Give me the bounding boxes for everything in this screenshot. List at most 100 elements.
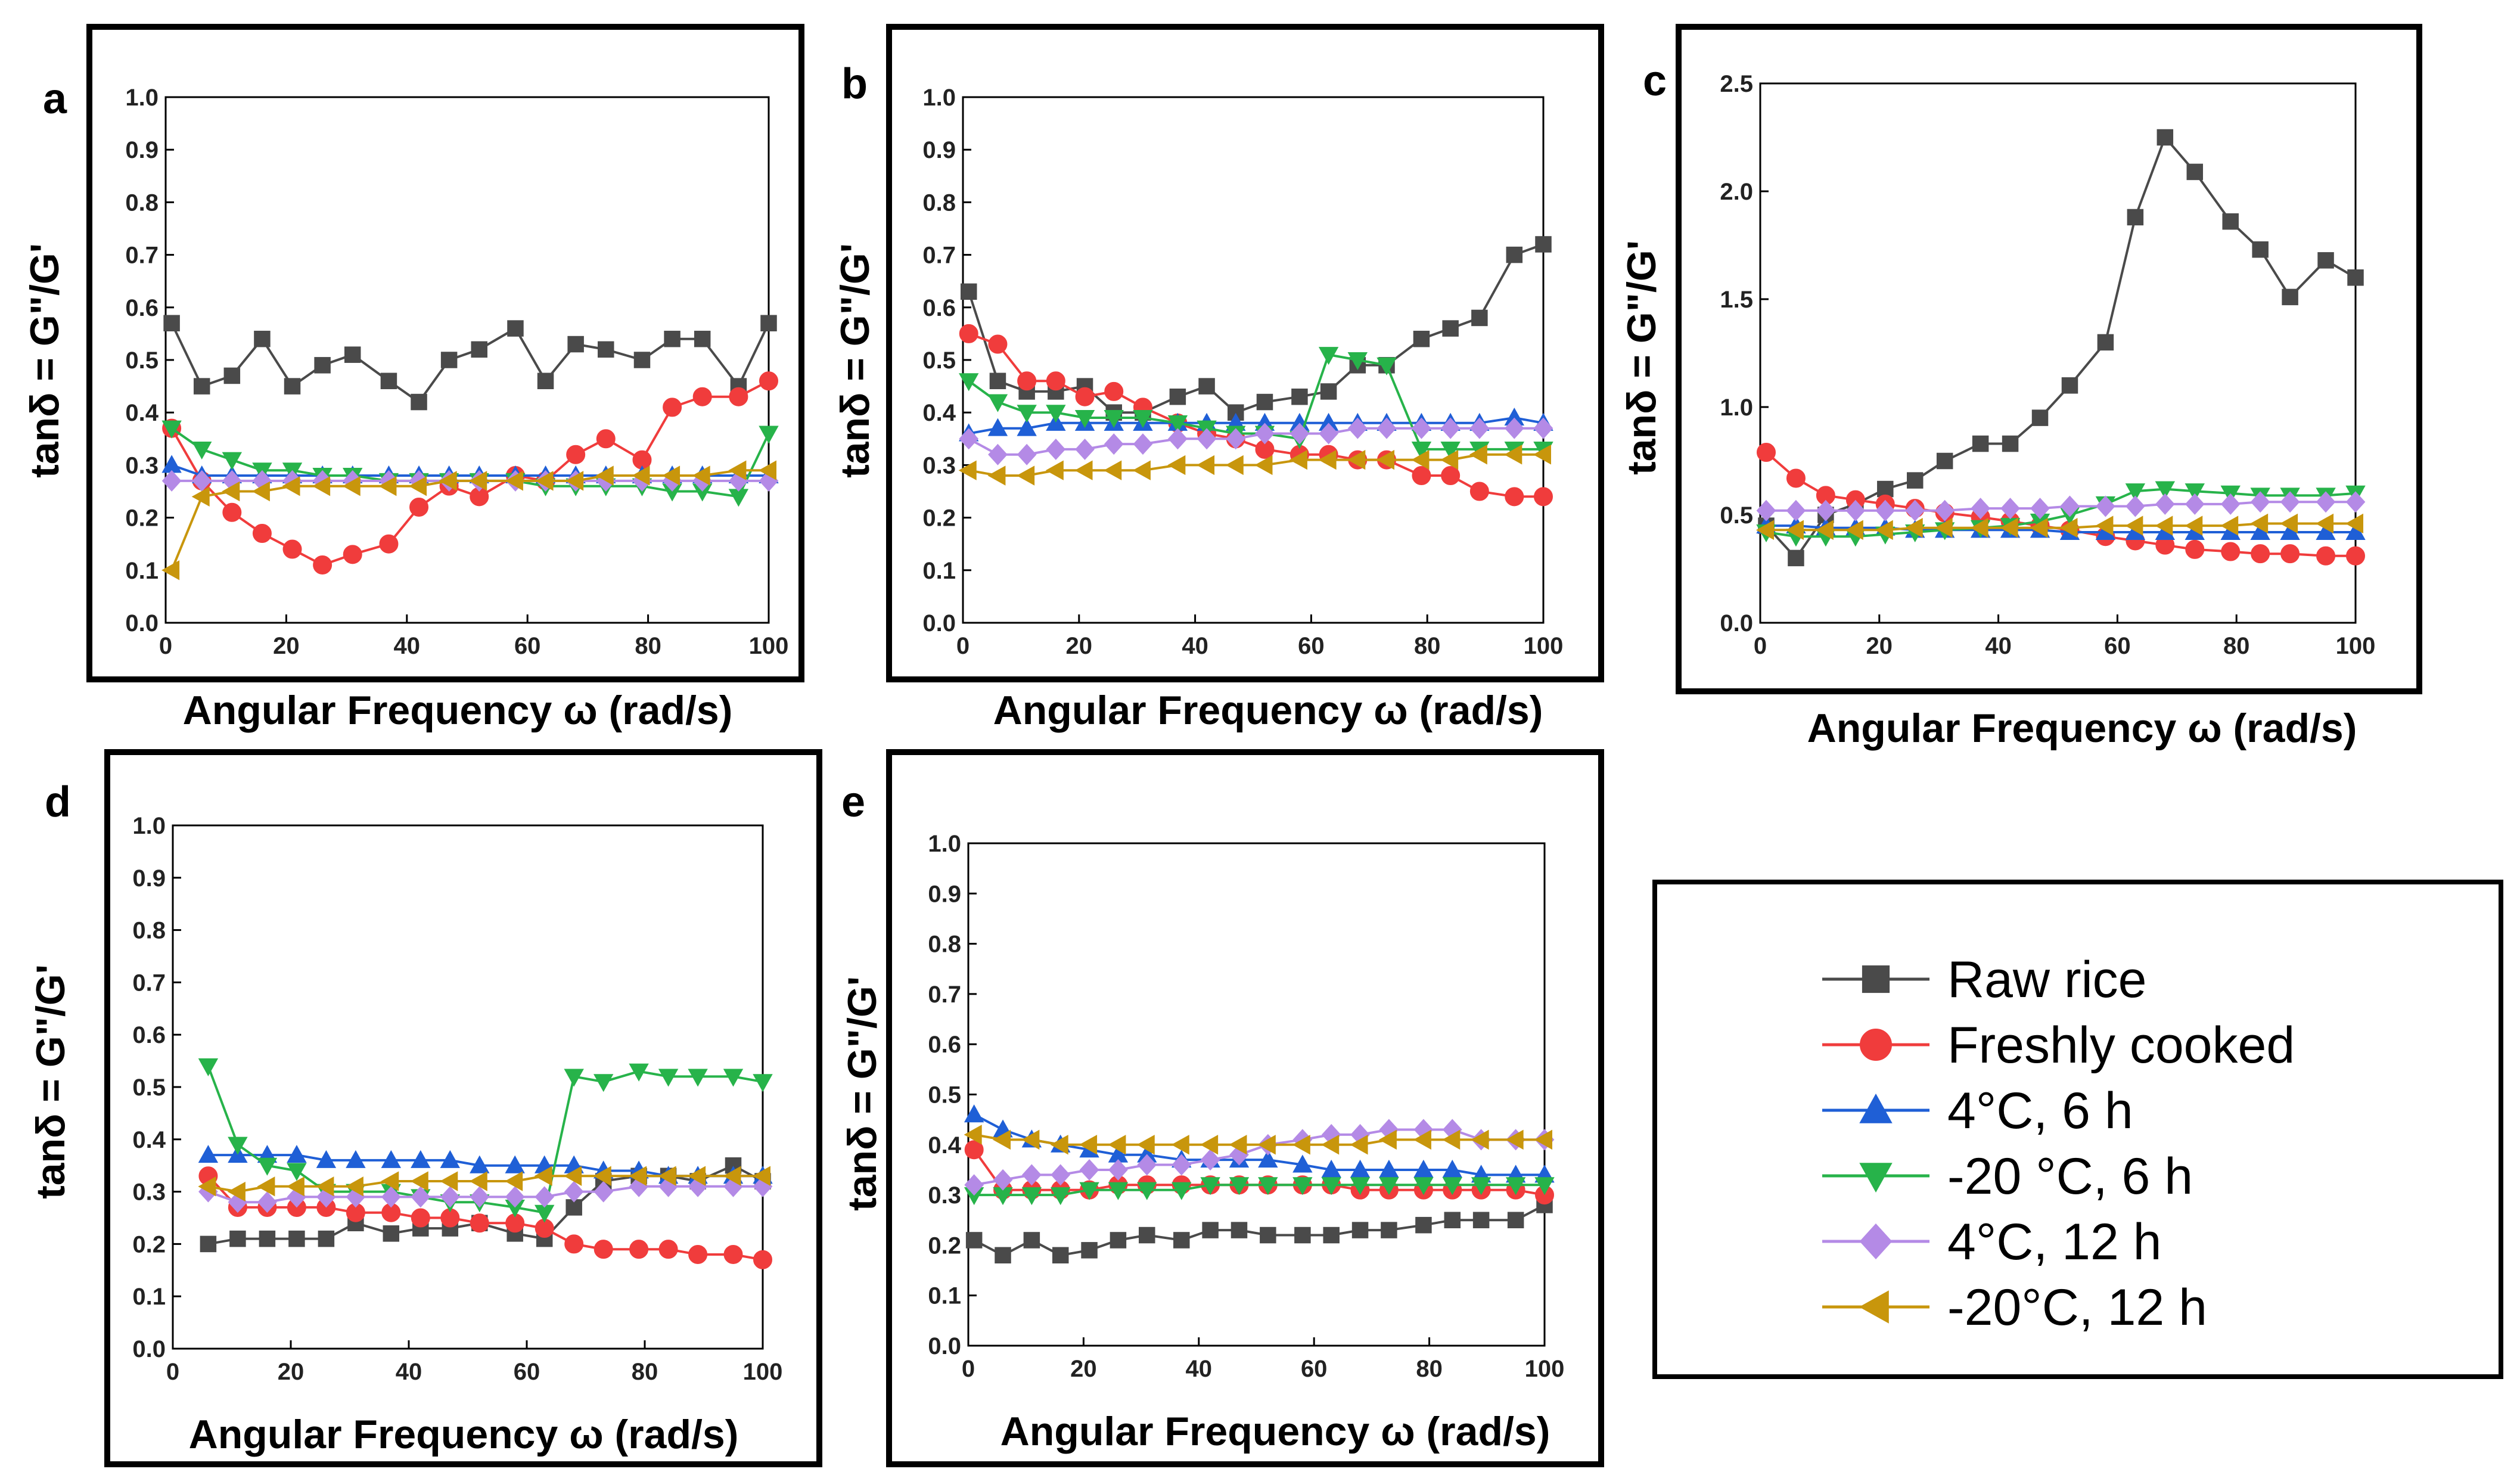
data-point	[1444, 1212, 1461, 1228]
legend-item: -20°C, 12 h	[1822, 1279, 2207, 1336]
data-point	[1506, 246, 1523, 263]
legend-marker	[1859, 1223, 1893, 1260]
data-point	[1471, 309, 1488, 327]
y-tick-label: 0.3	[922, 452, 956, 479]
data-point	[411, 1208, 430, 1228]
data-point	[440, 1186, 460, 1208]
data-point	[1137, 1182, 1157, 1200]
data-point	[200, 1235, 217, 1253]
data-point	[564, 1069, 584, 1087]
data-point	[1471, 1129, 1489, 1150]
data-point	[1132, 460, 1151, 480]
y-tick-label: 0.3	[125, 452, 159, 479]
data-point	[989, 372, 1006, 390]
data-point	[958, 460, 977, 480]
data-point	[1379, 1177, 1399, 1195]
x-tick-label: 40	[396, 1359, 422, 1385]
data-point	[1469, 482, 1489, 501]
x-tick-label: 80	[1414, 633, 1441, 659]
y-tick-label: 0.9	[922, 137, 956, 163]
data-point	[346, 1150, 366, 1168]
data-point	[1292, 1154, 1313, 1173]
y-tick-label: 0.4	[132, 1127, 166, 1153]
data-point	[1381, 1222, 1397, 1238]
data-point	[594, 1240, 613, 1259]
data-point	[440, 1171, 458, 1191]
series-line	[207, 1066, 763, 1215]
y-tick-label: 0.1	[928, 1283, 961, 1309]
panel-frame	[104, 749, 822, 1467]
y-tick-label: 1.5	[1720, 287, 1753, 313]
data-point	[2127, 209, 2144, 226]
data-point	[1936, 452, 1953, 470]
data-point	[1786, 499, 1806, 521]
data-point	[192, 441, 212, 459]
data-point	[534, 1166, 552, 1186]
data-point	[344, 346, 361, 363]
y-tick-label: 0.6	[928, 1032, 961, 1058]
data-point	[288, 1230, 305, 1247]
data-point	[411, 1186, 431, 1208]
data-point	[2157, 129, 2174, 146]
panel-letter: e	[841, 778, 865, 826]
y-axis-label: tanδ = G"/G'	[832, 243, 878, 478]
y-tick-label: 0.1	[125, 558, 159, 584]
y-tick-label: 0.4	[922, 400, 956, 426]
data-point	[2155, 481, 2176, 499]
data-point	[1318, 347, 1339, 365]
data-point	[2280, 491, 2300, 513]
data-point	[314, 357, 331, 374]
data-point	[2126, 495, 2145, 517]
data-point	[1504, 445, 1522, 465]
x-axis-label: Angular Frequency ω (rad/s)	[189, 1412, 739, 1457]
data-point	[1505, 1177, 1526, 1195]
data-point	[1225, 455, 1244, 476]
data-point	[1935, 499, 1955, 521]
x-tick-label: 0	[166, 1359, 179, 1385]
data-point	[383, 1225, 400, 1242]
y-tick-label: 0.2	[922, 505, 956, 532]
data-point	[1104, 410, 1124, 428]
y-tick-label: 0.6	[922, 295, 956, 321]
data-point	[2222, 213, 2239, 230]
data-point	[1442, 1129, 1461, 1150]
data-point	[1023, 1232, 1040, 1249]
data-point	[2252, 241, 2269, 258]
data-point	[1469, 445, 1487, 465]
data-point	[1376, 417, 1397, 439]
data-point	[2030, 518, 2048, 538]
data-point	[2186, 163, 2204, 181]
legend-item: Freshly cooked	[1822, 1017, 2295, 1074]
data-point	[192, 470, 212, 492]
data-point	[161, 560, 180, 580]
series--20-c-12-h	[958, 445, 1551, 486]
y-tick-label: 0.5	[125, 347, 159, 374]
data-point	[2250, 491, 2270, 513]
data-point	[692, 387, 712, 406]
data-point	[2185, 539, 2205, 559]
data-point	[753, 1074, 773, 1092]
series-raw-rice	[960, 236, 1552, 421]
data-point	[965, 1232, 983, 1249]
y-tick-label: 1.0	[132, 813, 166, 839]
panel-d: 0.0 0.1 0.2 0.3 0.4 0.5 0.6 0.7 0.8 0.9 1.0 0 20 40 60…	[28, 749, 822, 1467]
y-tick-label: 0.3	[132, 1179, 166, 1206]
data-point	[664, 330, 681, 347]
data-point	[410, 1171, 428, 1191]
data-point	[1167, 455, 1186, 476]
data-point	[1347, 352, 1368, 371]
series--20-c-6-h	[959, 347, 1553, 459]
data-point	[1505, 1129, 1524, 1150]
y-tick-label: 0.4	[125, 400, 159, 426]
data-point	[1816, 499, 1836, 521]
data-point	[381, 1171, 399, 1191]
data-point	[1255, 423, 1275, 445]
y-tick-label: 0.0	[922, 610, 956, 636]
y-tick-label: 0.1	[922, 558, 956, 584]
data-point	[1017, 405, 1037, 423]
data-point	[1347, 417, 1368, 439]
data-point	[1133, 433, 1153, 455]
data-point	[959, 373, 979, 392]
y-tick-label: 0.9	[132, 865, 166, 892]
legend-label: Raw rice	[1947, 951, 2147, 1008]
